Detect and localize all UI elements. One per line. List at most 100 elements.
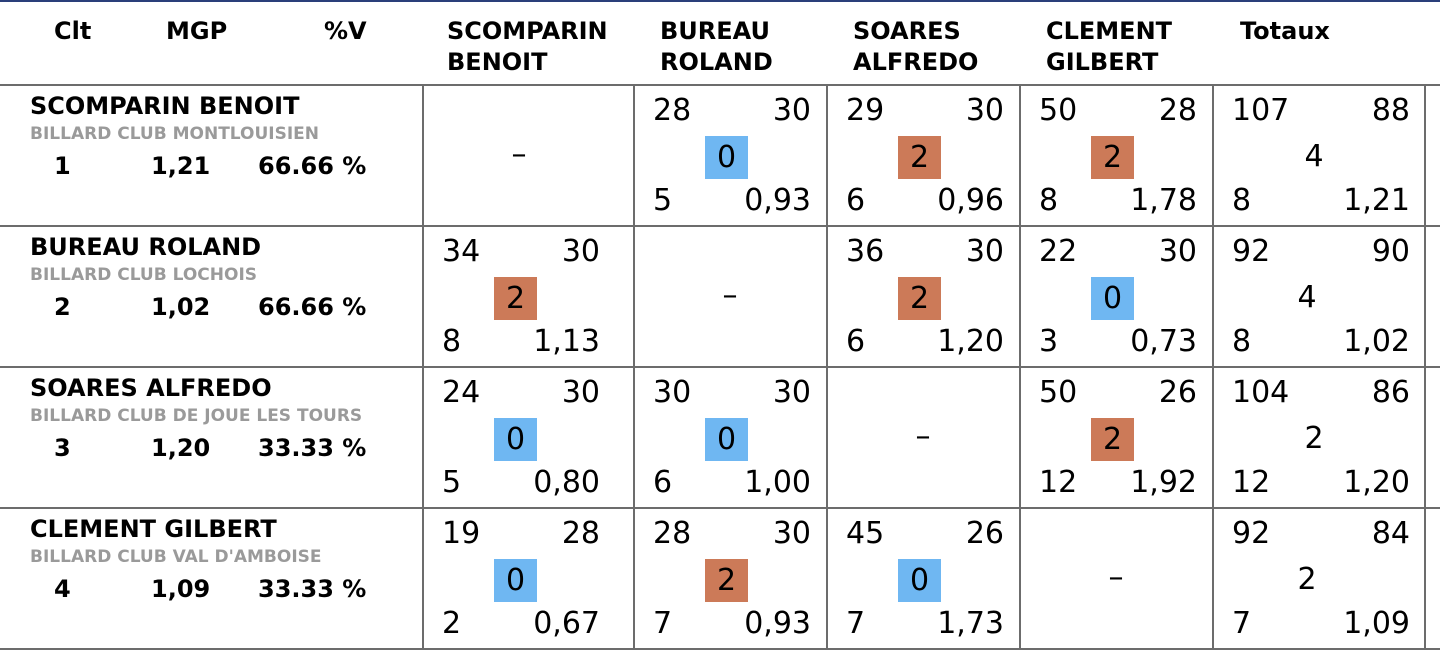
match-cell: 36 30 2 6 1,20 <box>828 227 1018 365</box>
total-reprises: 7 <box>1232 606 1252 641</box>
reprises: 6 <box>846 183 866 218</box>
points: 28 <box>653 93 692 128</box>
distance: 28 <box>561 516 600 551</box>
player-mgp: 1,20 <box>151 434 211 462</box>
reprises: 7 <box>846 606 866 641</box>
average: 0,73 <box>1130 324 1197 359</box>
totals-cell: 104 86 2 12 1,20 <box>1214 368 1424 506</box>
distance: 28 <box>1158 93 1197 128</box>
points: 45 <box>846 516 885 551</box>
reprises: 8 <box>442 324 462 359</box>
player-rank: 3 <box>54 434 71 462</box>
player-win-pct: 33.33 % <box>258 575 367 603</box>
header-player-1-line2: BENOIT <box>447 48 548 76</box>
result-badge: 0 <box>1091 277 1134 320</box>
no-match-dash: – <box>511 137 527 172</box>
match-cell: 30 30 0 6 1,00 <box>635 368 825 506</box>
header-player-1: SCOMPARIN BENOIT <box>447 16 608 78</box>
player-club: BILLARD CLUB MONTLOUISIEN <box>30 124 320 144</box>
player-rank: 1 <box>54 152 71 180</box>
header-player-4: CLEMENT GILBERT <box>1046 16 1172 78</box>
header-player-3: SOARES ALFREDO <box>853 16 978 78</box>
total-average: 1,02 <box>1343 324 1410 359</box>
header-player-3-line2: ALFREDO <box>853 48 979 76</box>
match-cell: 24 30 0 5 0,80 <box>424 368 614 506</box>
total-distance: 88 <box>1371 93 1410 128</box>
match-cell: 19 28 0 2 0,67 <box>424 509 614 647</box>
match-cell: 45 26 0 7 1,73 <box>828 509 1018 647</box>
average: 0,93 <box>744 183 811 218</box>
points: 34 <box>442 234 481 269</box>
average: 1,00 <box>744 465 811 500</box>
distance: 30 <box>561 234 600 269</box>
column-divider <box>826 84 828 650</box>
average: 0,96 <box>937 183 1004 218</box>
row-divider <box>0 84 1440 86</box>
header-totaux: Totaux <box>1240 17 1330 45</box>
reprises: 3 <box>1039 324 1059 359</box>
total-match-points: 4 <box>1304 139 1324 174</box>
column-divider <box>1424 84 1426 650</box>
player-rank: 4 <box>54 575 71 603</box>
no-match-dash: – <box>1108 560 1124 595</box>
points: 28 <box>653 516 692 551</box>
reprises: 6 <box>653 465 673 500</box>
distance: 30 <box>561 375 600 410</box>
points: 36 <box>846 234 885 269</box>
distance: 30 <box>772 93 811 128</box>
reprises: 5 <box>653 183 673 218</box>
header-clt: Clt <box>54 17 92 45</box>
row-divider <box>0 507 1440 509</box>
row-divider <box>0 225 1440 227</box>
column-divider <box>422 84 424 650</box>
player-name: CLEMENT GILBERT <box>30 515 277 543</box>
distance: 30 <box>965 234 1004 269</box>
reprises: 2 <box>442 606 462 641</box>
total-average: 1,20 <box>1343 465 1410 500</box>
player-win-pct: 66.66 % <box>258 152 367 180</box>
header-mgp: MGP <box>166 17 228 45</box>
distance: 30 <box>772 516 811 551</box>
total-match-points: 4 <box>1297 280 1317 315</box>
player-club: BILLARD CLUB DE JOUE LES TOURS <box>30 406 363 426</box>
distance: 26 <box>1158 375 1197 410</box>
distance: 30 <box>772 375 811 410</box>
total-distance: 84 <box>1371 516 1410 551</box>
total-reprises: 8 <box>1232 324 1252 359</box>
player-win-pct: 33.33 % <box>258 434 367 462</box>
player-name: BUREAU ROLAND <box>30 233 262 261</box>
header-player-4-line2: GILBERT <box>1046 48 1159 76</box>
total-reprises: 12 <box>1232 465 1271 500</box>
totals-cell: 92 84 2 7 1,09 <box>1214 509 1424 647</box>
distance: 30 <box>965 93 1004 128</box>
total-points: 92 <box>1232 516 1271 551</box>
result-badge: 2 <box>898 136 941 179</box>
player-mgp: 1,21 <box>151 152 211 180</box>
total-average: 1,09 <box>1343 606 1410 641</box>
result-badge: 2 <box>705 559 748 602</box>
points: 50 <box>1039 375 1078 410</box>
player-mgp: 1,02 <box>151 293 211 321</box>
match-cell-self: – <box>424 86 614 224</box>
average: 0,80 <box>533 465 600 500</box>
points: 30 <box>653 375 692 410</box>
player-win-pct: 66.66 % <box>258 293 367 321</box>
row-divider <box>0 366 1440 368</box>
points: 19 <box>442 516 481 551</box>
average: 1,20 <box>937 324 1004 359</box>
average: 1,92 <box>1130 465 1197 500</box>
totals-cell: 107 88 4 8 1,21 <box>1214 86 1424 224</box>
result-badge: 0 <box>705 418 748 461</box>
points: 29 <box>846 93 885 128</box>
player-rank: 2 <box>54 293 71 321</box>
player-club: BILLARD CLUB LOCHOIS <box>30 265 258 285</box>
header-player-4-line1: CLEMENT <box>1046 17 1173 45</box>
average: 0,67 <box>533 606 600 641</box>
header-player-1-line1: SCOMPARIN <box>447 17 608 45</box>
average: 1,13 <box>533 324 600 359</box>
column-divider <box>633 84 635 650</box>
totals-cell: 92 90 4 8 1,02 <box>1214 227 1424 365</box>
reprises: 7 <box>653 606 673 641</box>
match-cell: 22 30 0 3 0,73 <box>1021 227 1211 365</box>
column-divider <box>1212 84 1214 650</box>
